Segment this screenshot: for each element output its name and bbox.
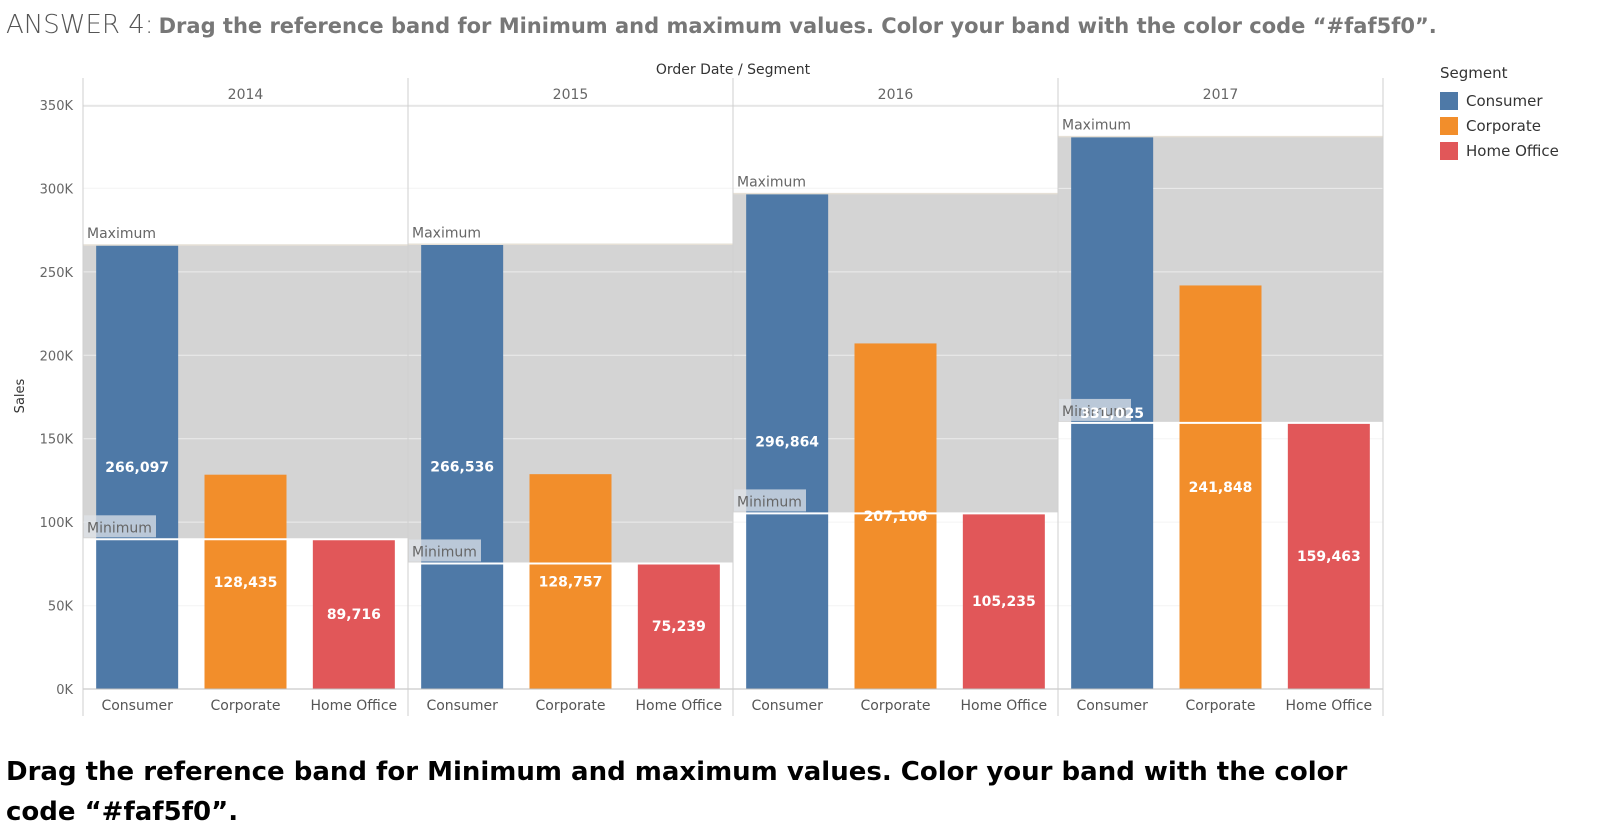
bar — [854, 343, 937, 689]
title-text: Drag the reference band for Minimum and … — [158, 14, 1437, 38]
min-band-label: Minimum — [412, 544, 477, 560]
legend-title: Segment — [1440, 64, 1508, 82]
x-tick-label: Home Office — [310, 698, 397, 714]
sales-chart: Order Date / Segment Sales 0K 50K 100K 150K 20… — [13, 62, 1384, 716]
y-tick-label: 100K — [40, 516, 74, 531]
title-prefix: ANSWER 4: — [6, 10, 154, 40]
legend-swatch-consumer — [1440, 91, 1458, 110]
data-label: 128,757 — [539, 575, 603, 591]
data-label: 128,435 — [214, 575, 278, 591]
year-header: 2017 — [1203, 87, 1239, 103]
x-tick-label: Consumer — [101, 698, 173, 714]
x-tick-label: Corporate — [861, 698, 931, 714]
legend-label-consumer: Consumer — [1466, 91, 1543, 110]
bar — [746, 193, 829, 690]
x-tick-label: Corporate — [211, 698, 281, 714]
y-tick-label: 50K — [48, 600, 74, 615]
legend-label-corporate: Corporate — [1466, 116, 1541, 135]
legend-swatch-home-office — [1440, 141, 1458, 160]
data-label: 296,864 — [755, 434, 819, 450]
max-band-label: Maximum — [87, 226, 156, 242]
x-tick-label: Home Office — [960, 698, 1047, 714]
x-tick-label: Consumer — [426, 698, 498, 714]
bar — [96, 244, 179, 689]
data-label: 266,097 — [105, 460, 169, 476]
data-label: 241,848 — [1189, 480, 1253, 496]
year-header: 2016 — [878, 87, 914, 103]
legend-item-consumer[interactable]: Consumer — [1440, 88, 1559, 113]
min-band-label: Minimum — [1062, 404, 1127, 420]
data-label: 105,235 — [972, 594, 1036, 610]
min-label-box — [409, 539, 481, 562]
bar — [421, 244, 504, 690]
x-tick-label: Home Office — [1285, 698, 1372, 714]
y-axis-label: Sales — [13, 378, 28, 413]
min-label-box — [1059, 398, 1131, 421]
data-label: 207,106 — [864, 509, 928, 525]
chart-title: ANSWER 4: Drag the reference band for Mi… — [6, 10, 1437, 40]
max-band-label: Maximum — [412, 225, 481, 241]
bar — [312, 539, 395, 689]
y-tick-label: 300K — [40, 182, 74, 197]
legend-item-home-office[interactable]: Home Office — [1440, 138, 1559, 163]
y-tick-label: 250K — [40, 266, 74, 281]
min-label-box — [734, 489, 806, 512]
x-tick-label: Consumer — [751, 698, 823, 714]
x-tick-label: Home Office — [635, 698, 722, 714]
y-tick-label: 150K — [40, 433, 74, 448]
instruction-text: Drag the reference band for Minimum and … — [6, 757, 1348, 827]
legend-item-corporate[interactable]: Corporate — [1440, 113, 1559, 138]
year-header: 2014 — [228, 87, 264, 103]
bar — [962, 513, 1045, 689]
x-tick-label: Consumer — [1076, 698, 1148, 714]
year-header: 2015 — [553, 87, 589, 103]
data-label: 266,536 — [430, 460, 494, 476]
x-tick-label: Corporate — [1186, 698, 1256, 714]
column-header: Order Date / Segment — [656, 62, 811, 78]
bar — [1287, 422, 1370, 689]
bar — [204, 474, 287, 689]
max-band-label: Maximum — [1062, 118, 1131, 134]
y-tick-label: 350K — [40, 99, 74, 114]
legend-swatch-corporate — [1440, 116, 1458, 135]
legend-label-home-office: Home Office — [1466, 141, 1559, 160]
bar — [637, 563, 720, 689]
data-label: 89,716 — [327, 607, 381, 623]
min-band-label: Minimum — [737, 494, 802, 510]
y-tick-label: 0K — [56, 683, 73, 698]
data-label: 159,463 — [1297, 549, 1361, 565]
bar — [529, 474, 612, 689]
legend: Segment Consumer Corporate Home Office — [1440, 64, 1559, 163]
min-band-label: Minimum — [87, 520, 152, 536]
data-label: 331,025 — [1080, 406, 1144, 422]
max-band-label: Maximum — [737, 175, 806, 191]
min-label-box — [84, 515, 156, 538]
data-label: 75,239 — [652, 619, 706, 635]
y-tick-label: 200K — [40, 349, 74, 364]
bar — [1179, 285, 1262, 689]
x-tick-label: Corporate — [536, 698, 606, 714]
